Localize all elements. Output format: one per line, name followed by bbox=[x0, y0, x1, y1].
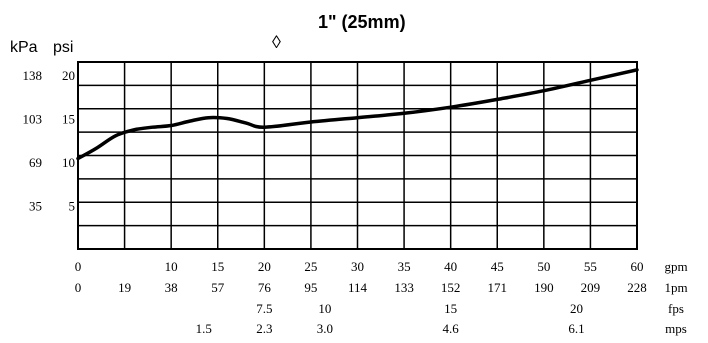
x-tick-label: 45 bbox=[491, 259, 504, 274]
x-tick-label: 60 bbox=[631, 259, 644, 274]
x-tick-label: 57 bbox=[211, 280, 225, 295]
x-tick-label: 20 bbox=[258, 259, 271, 274]
title-marker: ◊ bbox=[272, 32, 281, 52]
x-tick-label: 7.5 bbox=[256, 301, 272, 316]
psi-tick-label: 5 bbox=[69, 199, 76, 214]
x-unit-label: mps bbox=[665, 321, 687, 336]
x-tick-label: 25 bbox=[304, 259, 317, 274]
x-tick-label: 10 bbox=[318, 301, 331, 316]
kpa-unit-label: kPa bbox=[10, 39, 38, 56]
psi-tick-label: 15 bbox=[62, 112, 75, 127]
x-tick-label: 0 bbox=[75, 280, 82, 295]
kpa-tick-label: 103 bbox=[23, 112, 43, 127]
x-tick-label: 3.0 bbox=[317, 321, 333, 336]
x-tick-label: 6.1 bbox=[568, 321, 584, 336]
x-tick-label: 2.3 bbox=[256, 321, 272, 336]
psi-unit-label: psi bbox=[53, 39, 73, 56]
x-tick-label: 19 bbox=[118, 280, 131, 295]
x-tick-label: 228 bbox=[627, 280, 647, 295]
x-unit-label: 1pm bbox=[664, 280, 687, 295]
x-tick-label: 1.5 bbox=[196, 321, 212, 336]
x-tick-label: 133 bbox=[394, 280, 414, 295]
x-tick-label: 50 bbox=[537, 259, 550, 274]
x-tick-label: 209 bbox=[581, 280, 601, 295]
x-tick-label: 190 bbox=[534, 280, 554, 295]
x-tick-label: 76 bbox=[258, 280, 272, 295]
x-tick-label: 40 bbox=[444, 259, 457, 274]
psi-tick-label: 20 bbox=[62, 68, 75, 83]
psi-tick-label: 10 bbox=[62, 155, 75, 170]
x-unit-label: gpm bbox=[664, 259, 687, 274]
x-tick-label: 20 bbox=[570, 301, 583, 316]
kpa-tick-label: 35 bbox=[29, 199, 42, 214]
x-tick-label: 4.6 bbox=[443, 321, 460, 336]
chart-title: 1" (25mm) bbox=[318, 12, 406, 32]
y-axis-ticks: 20 138 15 103 10 69 5 35 bbox=[23, 68, 76, 213]
x-tick-label: 15 bbox=[444, 301, 457, 316]
kpa-tick-label: 138 bbox=[23, 68, 43, 83]
x-tick-label: 15 bbox=[211, 259, 224, 274]
chart-grid bbox=[77, 61, 638, 250]
x-tick-label: 38 bbox=[165, 280, 178, 295]
x-tick-label: 55 bbox=[584, 259, 597, 274]
x-tick-label: 0 bbox=[75, 259, 82, 274]
x-tick-label: 10 bbox=[165, 259, 178, 274]
x-unit-label: fps bbox=[668, 301, 684, 316]
x-tick-label: 114 bbox=[348, 280, 368, 295]
x-tick-label: 171 bbox=[488, 280, 508, 295]
x-tick-label: 30 bbox=[351, 259, 364, 274]
x-axis-ticks: 0 10 15 20 25 30 35 40 45 50 55 60 gpm 0 19 38 57 76 95 114… bbox=[75, 259, 688, 336]
pressure-loss-curve bbox=[76, 68, 639, 161]
x-tick-label: 35 bbox=[398, 259, 411, 274]
x-tick-label: 95 bbox=[304, 280, 317, 295]
kpa-tick-label: 69 bbox=[29, 155, 42, 170]
x-tick-label: 152 bbox=[441, 280, 461, 295]
